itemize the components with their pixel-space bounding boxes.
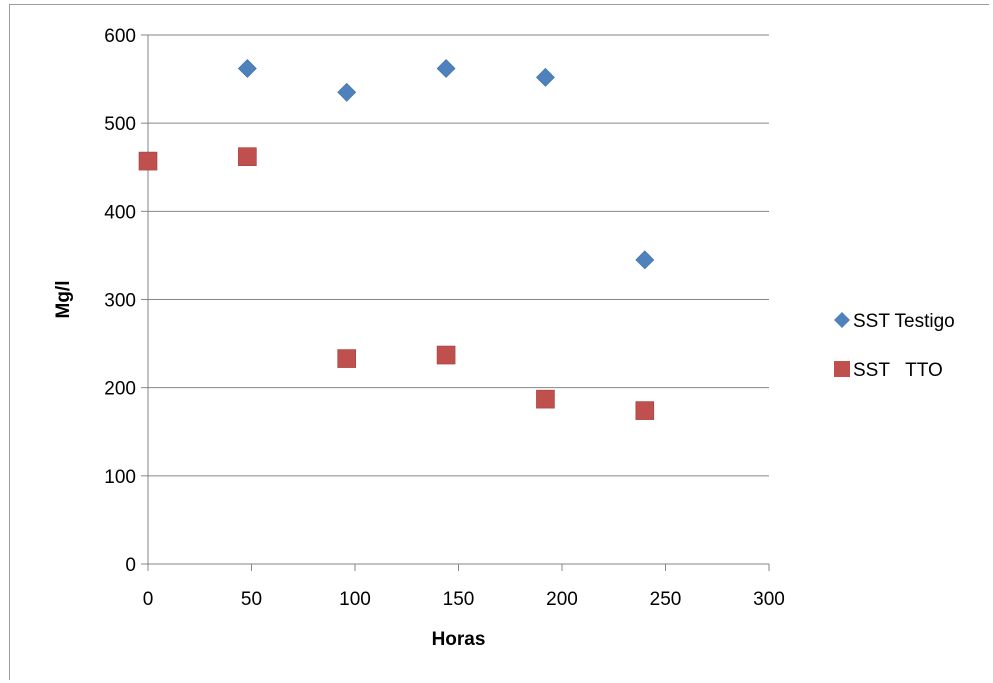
point-diamond [536, 67, 555, 87]
y-tick-label: 600 [104, 26, 136, 47]
point-square [436, 345, 456, 365]
legend-label-tto: SST TTO [853, 360, 943, 381]
point-square [536, 389, 555, 409]
x-tick-label: 200 [546, 589, 578, 610]
point-square [138, 151, 158, 171]
legend-item-tto: SST TTO [834, 360, 943, 381]
axes [141, 34, 770, 571]
y-tick-label: 400 [104, 202, 136, 223]
legend-label-testigo: SST Testigo [853, 311, 955, 332]
gridlines [148, 34, 769, 477]
legend-marker-square [834, 361, 850, 377]
x-tick-label: 250 [650, 589, 682, 610]
point-diamond [436, 59, 456, 78]
data-points [138, 59, 655, 420]
x-tick-label: 300 [753, 589, 785, 610]
y-tick-label: 300 [104, 291, 136, 312]
y-tick-label: 100 [104, 467, 136, 488]
legend: SST Testigo SST TTO [834, 311, 955, 381]
point-square [238, 147, 257, 166]
x-tick-label: 100 [339, 589, 371, 610]
point-diamond [237, 59, 257, 78]
x-tick-labels: 0 50 100 150 200 250 300 [143, 589, 785, 610]
point-square [635, 401, 655, 420]
y-tick-labels: 0 100 200 300 400 500 600 [104, 26, 136, 576]
y-tick-label: 200 [104, 379, 136, 400]
legend-item-testigo: SST Testigo [834, 311, 955, 332]
point-square [337, 349, 357, 368]
y-axis-title: Mg/l [53, 281, 74, 319]
x-tick-label: 50 [241, 589, 262, 610]
point-diamond [635, 250, 655, 270]
chart-frame [9, 4, 989, 680]
point-diamond [337, 82, 357, 102]
y-tick-label: 0 [125, 555, 136, 576]
x-axis-title: Horas [432, 629, 486, 650]
x-tick-label: 150 [443, 589, 475, 610]
y-tick-label: 500 [104, 114, 136, 135]
x-tick-label: 0 [143, 589, 154, 610]
legend-marker-diamond [834, 312, 850, 328]
